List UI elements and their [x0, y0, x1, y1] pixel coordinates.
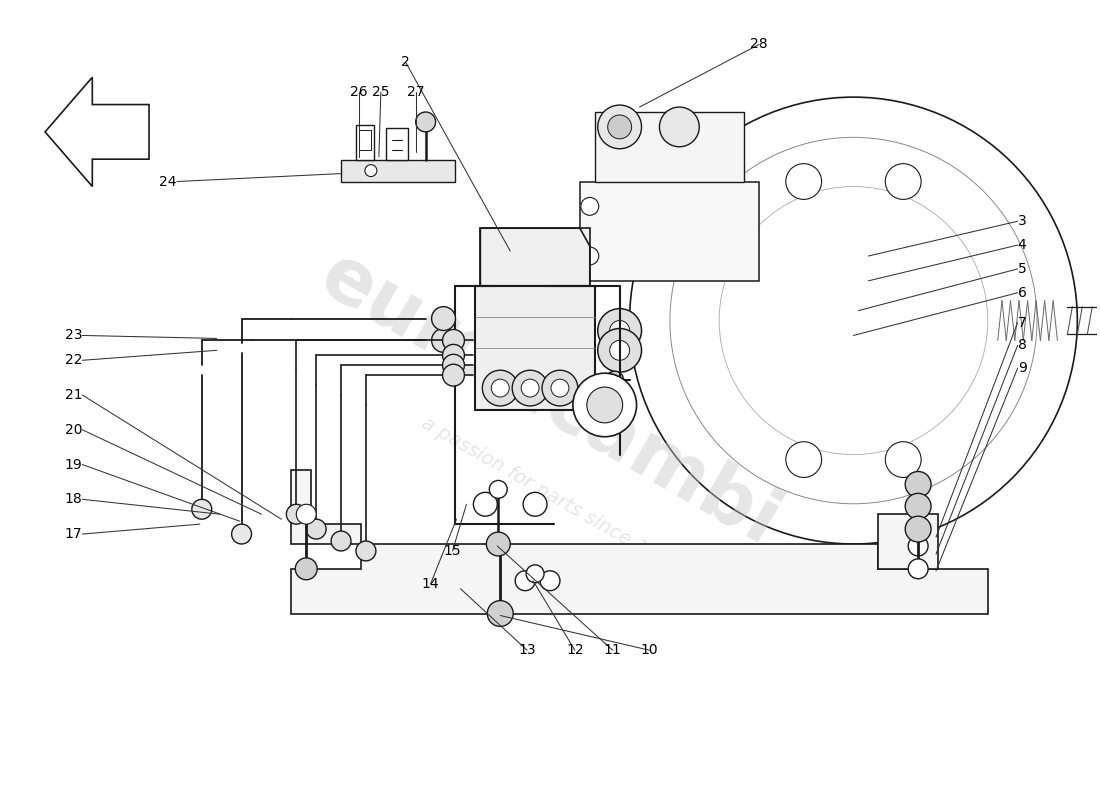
- Text: 27: 27: [407, 85, 425, 99]
- Circle shape: [442, 354, 464, 376]
- Circle shape: [513, 370, 548, 406]
- Text: 11: 11: [604, 643, 622, 658]
- Bar: [595, 112, 744, 182]
- Circle shape: [609, 341, 629, 360]
- Circle shape: [431, 329, 455, 352]
- Bar: [580, 182, 759, 281]
- Circle shape: [609, 321, 629, 341]
- Polygon shape: [481, 228, 590, 286]
- Circle shape: [356, 541, 376, 561]
- Text: 23: 23: [65, 329, 82, 342]
- Circle shape: [785, 164, 822, 199]
- Bar: [359, 130, 371, 150]
- Circle shape: [524, 492, 547, 516]
- Circle shape: [442, 364, 464, 386]
- Circle shape: [573, 373, 637, 437]
- Circle shape: [905, 471, 931, 498]
- Text: 26: 26: [350, 85, 367, 99]
- Circle shape: [526, 565, 544, 582]
- Text: 19: 19: [65, 458, 82, 471]
- Circle shape: [295, 558, 317, 580]
- Text: 13: 13: [518, 643, 536, 658]
- Circle shape: [886, 164, 921, 199]
- Circle shape: [442, 344, 464, 366]
- Circle shape: [909, 559, 928, 578]
- Circle shape: [482, 370, 518, 406]
- Circle shape: [306, 519, 326, 539]
- Circle shape: [232, 524, 252, 544]
- Text: 18: 18: [65, 492, 82, 506]
- Bar: [341, 160, 455, 182]
- Circle shape: [581, 247, 598, 265]
- Circle shape: [607, 115, 631, 139]
- Text: 22: 22: [65, 354, 82, 367]
- Text: 25: 25: [372, 85, 389, 99]
- Text: 15: 15: [443, 544, 461, 558]
- Text: 10: 10: [640, 643, 658, 658]
- Circle shape: [540, 571, 560, 590]
- Circle shape: [515, 571, 535, 590]
- Circle shape: [492, 379, 509, 397]
- Text: 8: 8: [1018, 338, 1026, 352]
- Circle shape: [597, 329, 641, 372]
- Circle shape: [659, 107, 700, 146]
- Circle shape: [785, 442, 822, 478]
- Circle shape: [331, 531, 351, 551]
- Circle shape: [431, 306, 455, 330]
- Circle shape: [442, 330, 464, 351]
- Circle shape: [473, 492, 497, 516]
- Text: 5: 5: [1018, 262, 1026, 276]
- Text: euroricambi: euroricambi: [308, 238, 792, 562]
- Circle shape: [542, 370, 578, 406]
- Polygon shape: [878, 514, 938, 569]
- Circle shape: [905, 516, 931, 542]
- Circle shape: [365, 165, 377, 177]
- Circle shape: [191, 499, 211, 519]
- Bar: [356, 125, 374, 160]
- Circle shape: [486, 532, 510, 556]
- Circle shape: [606, 371, 624, 389]
- Bar: [475, 286, 595, 410]
- Text: 9: 9: [1018, 362, 1026, 375]
- Polygon shape: [45, 78, 148, 186]
- Text: 28: 28: [750, 38, 768, 51]
- Circle shape: [286, 504, 306, 524]
- Bar: [386, 128, 408, 160]
- Polygon shape: [292, 470, 361, 544]
- Text: 6: 6: [1018, 286, 1026, 300]
- Circle shape: [416, 112, 436, 132]
- Text: 20: 20: [65, 422, 82, 437]
- Circle shape: [521, 379, 539, 397]
- Text: 2: 2: [402, 55, 410, 70]
- Circle shape: [909, 536, 928, 556]
- Circle shape: [886, 442, 921, 478]
- Text: 14: 14: [421, 577, 439, 590]
- Circle shape: [586, 387, 623, 423]
- Text: 4: 4: [1018, 238, 1026, 252]
- Circle shape: [597, 309, 641, 352]
- Text: 7: 7: [1018, 315, 1026, 330]
- Circle shape: [629, 97, 1077, 544]
- Text: 24: 24: [160, 174, 177, 189]
- Circle shape: [551, 379, 569, 397]
- Circle shape: [490, 481, 507, 498]
- Text: 17: 17: [65, 527, 82, 541]
- Text: 3: 3: [1018, 214, 1026, 228]
- Bar: [481, 228, 590, 286]
- Circle shape: [597, 105, 641, 149]
- Text: 21: 21: [65, 388, 82, 402]
- Circle shape: [905, 494, 931, 519]
- Text: a passion for parts since 1885: a passion for parts since 1885: [418, 414, 682, 577]
- Text: 12: 12: [566, 643, 584, 658]
- Circle shape: [487, 601, 514, 626]
- Circle shape: [581, 198, 598, 215]
- Circle shape: [296, 504, 316, 524]
- Polygon shape: [292, 544, 988, 614]
